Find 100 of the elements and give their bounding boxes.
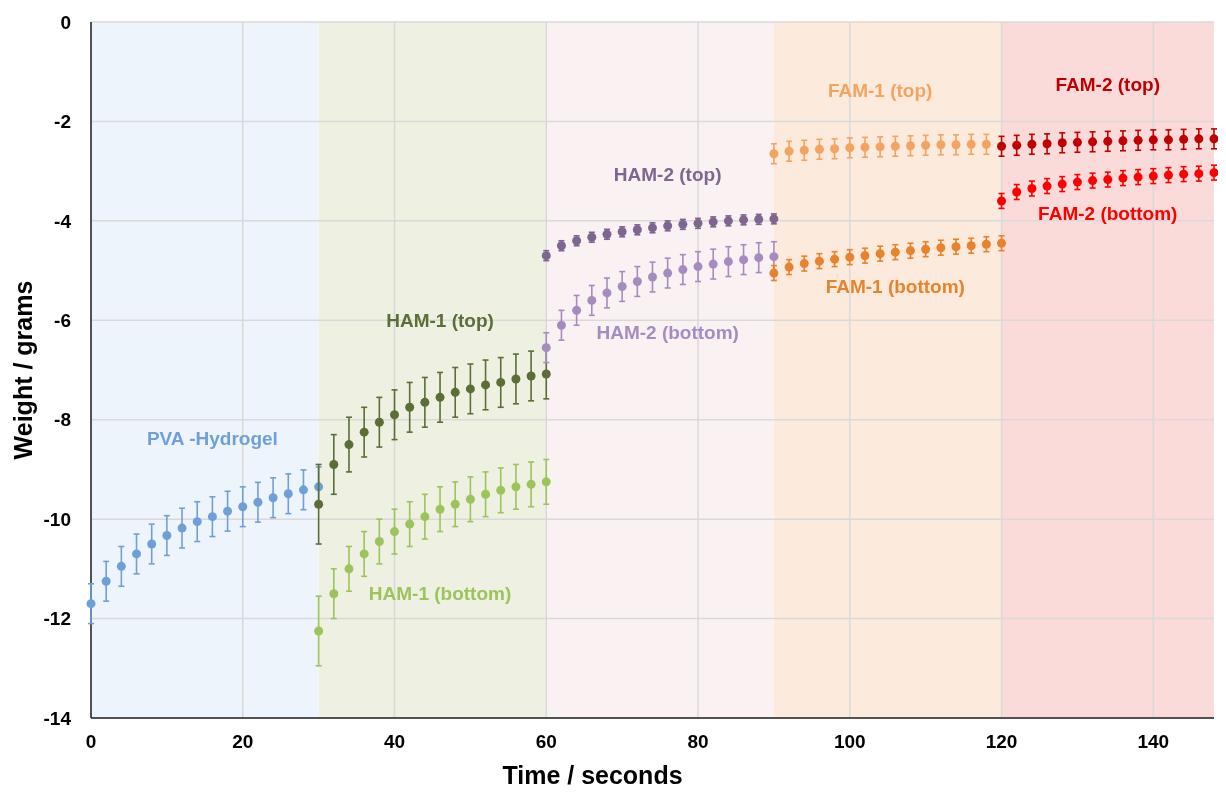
- y-tick-label: -14: [43, 707, 72, 729]
- y-axis-title: Weight / grams: [9, 280, 37, 460]
- y-tick-label: -2: [54, 111, 71, 133]
- point: [951, 242, 961, 252]
- point: [344, 564, 354, 574]
- point: [1088, 137, 1098, 147]
- point: [997, 196, 1007, 206]
- point: [147, 539, 157, 549]
- point: [1118, 136, 1128, 146]
- point: [86, 599, 96, 609]
- point: [890, 247, 900, 257]
- x-tick-label: 20: [232, 731, 254, 752]
- point: [1133, 172, 1143, 182]
- x-tick-label: 60: [535, 731, 557, 752]
- text: HAM-1 (top): [386, 310, 494, 332]
- point: [997, 238, 1007, 248]
- point: [769, 252, 779, 262]
- point: [814, 256, 824, 266]
- point: [754, 253, 764, 263]
- point: [1042, 139, 1052, 149]
- point: [784, 146, 794, 156]
- series-label: HAM-2 (top): [613, 163, 722, 185]
- point: [238, 502, 248, 512]
- point: [678, 265, 688, 275]
- point: [116, 561, 126, 571]
- point: [435, 392, 445, 402]
- x-tick-label: 140: [1137, 731, 1170, 752]
- point: [132, 549, 142, 559]
- point: [1042, 181, 1052, 191]
- point: [314, 626, 324, 636]
- point: [648, 272, 657, 282]
- point: [253, 497, 263, 507]
- text: FAM-2 (top): [1055, 74, 1161, 96]
- text: PVA -Hydrogel: [146, 427, 278, 449]
- point: [739, 255, 749, 265]
- point: [496, 377, 506, 387]
- point: [814, 144, 824, 154]
- point: [951, 140, 961, 150]
- point: [526, 479, 536, 489]
- point: [1027, 139, 1037, 149]
- series-label: FAM-2 (bottom): [1038, 203, 1178, 224]
- point: [359, 427, 369, 437]
- point: [875, 142, 885, 152]
- point: [769, 149, 779, 159]
- x-axis-title: Time / seconds: [502, 761, 683, 789]
- point: [587, 295, 597, 305]
- point: [572, 305, 582, 315]
- point: [283, 489, 293, 499]
- point: [1179, 134, 1189, 144]
- point: [1148, 171, 1158, 181]
- point: [617, 281, 627, 291]
- x-tick-label: 80: [687, 731, 709, 752]
- point: [481, 380, 491, 390]
- x-tick-label: 120: [985, 731, 1018, 752]
- point: [207, 512, 217, 522]
- x-tick-label: 40: [383, 731, 406, 752]
- point: [936, 140, 946, 150]
- point: [390, 527, 400, 537]
- point: [981, 139, 991, 149]
- point: [1148, 135, 1158, 145]
- point: [663, 268, 673, 278]
- point: [405, 402, 415, 412]
- point: [511, 374, 521, 384]
- point: [1012, 187, 1022, 197]
- point: [1118, 173, 1128, 183]
- point: [845, 143, 855, 153]
- point: [769, 268, 779, 278]
- point: [465, 384, 475, 394]
- point: [936, 243, 946, 253]
- point: [830, 254, 840, 264]
- point: [966, 241, 976, 251]
- point: [890, 141, 900, 151]
- point: [723, 257, 733, 267]
- point: [1088, 176, 1098, 186]
- y-tick-label: -8: [54, 409, 71, 431]
- point: [496, 485, 506, 495]
- point: [966, 139, 976, 149]
- point: [905, 246, 915, 256]
- y-tick-label: -6: [54, 309, 71, 331]
- point: [1133, 135, 1143, 145]
- point: [1027, 184, 1037, 194]
- point: [465, 494, 475, 504]
- point: [997, 141, 1007, 151]
- point: [177, 523, 187, 533]
- point: [1163, 135, 1173, 145]
- point: [693, 262, 703, 272]
- point: [1103, 136, 1113, 146]
- point: [329, 459, 339, 469]
- x-tick-label: 0: [85, 731, 97, 752]
- point: [784, 262, 794, 272]
- series-label: FAM-1 (bottom): [825, 275, 965, 297]
- point: [905, 141, 915, 151]
- point: [511, 482, 521, 492]
- point: [921, 140, 931, 150]
- point: [1209, 134, 1218, 144]
- point: [223, 506, 233, 516]
- point: [1209, 168, 1218, 178]
- point: [830, 144, 840, 154]
- point: [374, 417, 384, 427]
- point: [162, 531, 172, 541]
